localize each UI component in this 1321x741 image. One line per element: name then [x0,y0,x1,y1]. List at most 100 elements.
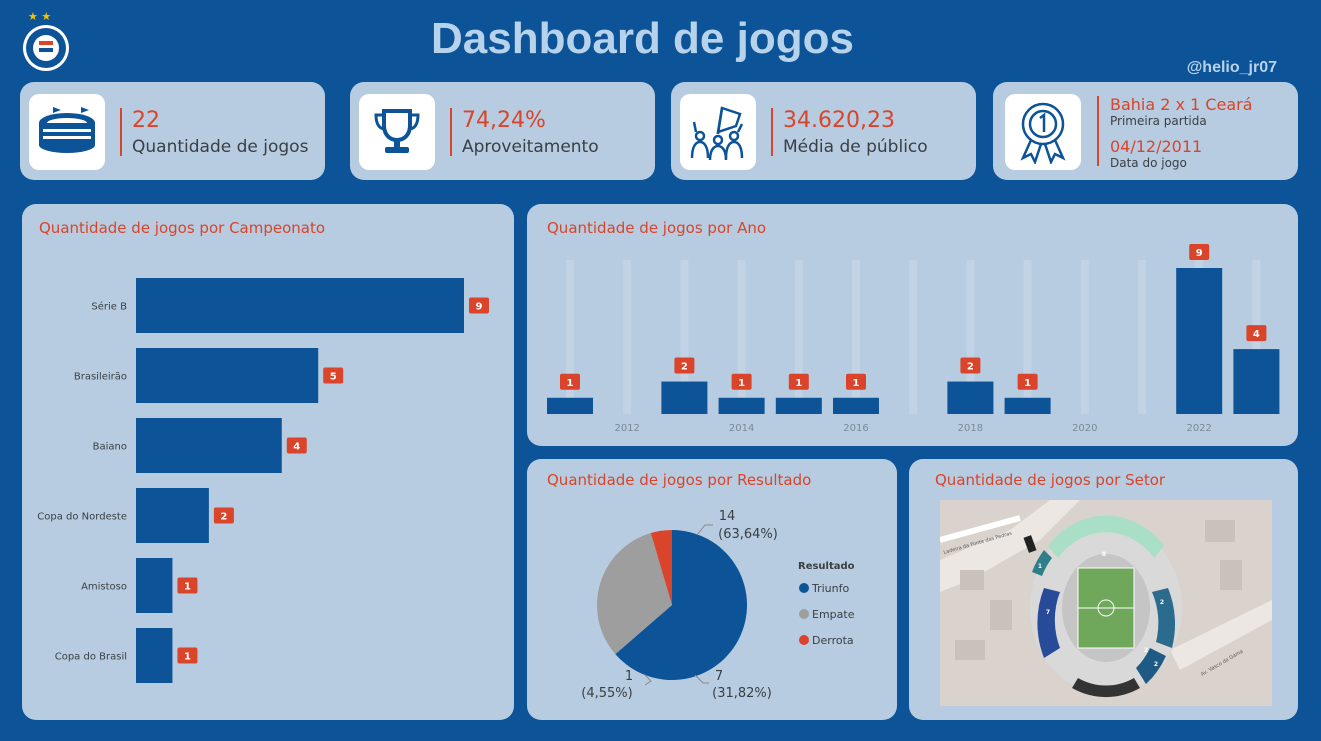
sector-value-label: 7 [1046,609,1050,616]
chart-title: Quantidade de jogos por Resultado [547,471,812,489]
legend-marker [799,583,809,593]
legend-title: Resultado [798,561,855,572]
bar [136,348,319,403]
data-label-bg [846,373,866,390]
bar [718,397,765,414]
kpi-separator [1097,96,1099,166]
crest-shield [23,25,69,71]
data-label: 1 [795,378,802,389]
panel-by-year: Quantidade de jogos por Ano 1 2 1 1 1 2 1 9 4 201… [527,204,1298,446]
sector-east [1152,588,1176,648]
slice-label: 7 [715,669,723,684]
legend-label: Empate [812,608,855,621]
panel-by-result: Quantidade de jogos por Resultado 14 (63,… [527,459,897,720]
data-label: 2 [220,512,227,523]
sector-value-label: 2 [1154,661,1158,668]
kpi-card-attendance: 34.620,23 Média de público [671,82,976,180]
data-label: 1 [184,582,191,593]
data-label-bg [960,357,981,374]
bar [547,397,593,414]
bar [833,397,879,414]
kpi-value: 74,24% [462,108,546,133]
leader-line [696,524,713,536]
x-tick-label: 2012 [614,423,639,434]
column-guide [794,260,803,414]
medal-icon [1005,94,1081,170]
sector-northwest [1032,550,1052,576]
column-guide [737,260,746,414]
slice-label: (4,55%) [581,686,632,701]
data-label: 1 [738,378,745,389]
column-guide [1080,260,1089,414]
first-match-label: Primeira partida [1110,114,1207,128]
kpi-card-performance: 74,24% Aproveitamento [350,82,655,180]
data-label-bg [213,507,234,524]
year-bar-chart: 1 2 1 1 1 2 1 9 4 2012 2014 2016 2018 2020 2022 [547,244,1280,434]
bar [1176,268,1223,414]
bar [1004,397,1051,414]
page-title: Dashboard de jogos [431,14,854,63]
legend-marker [799,609,809,619]
bar [947,381,994,414]
legend-label: Derrota [812,634,854,647]
first-match-date: 04/12/2011 [1110,137,1203,156]
sector-south [1072,678,1140,698]
category-label: Baiano [93,442,127,453]
pie-slice [597,533,672,655]
x-tick-label: 2014 [729,423,754,434]
bar [661,381,708,414]
bar [1233,349,1280,414]
data-label: 1 [853,378,860,389]
column-guide [852,260,860,414]
category-label: Copa do Nordeste [37,512,127,523]
team-crest-logo: ★ ★ [20,10,72,72]
x-tick-label: 2018 [958,423,983,434]
data-label: 9 [476,302,483,313]
kpi-separator [771,108,773,156]
stadium-icon [29,94,105,170]
x-tick-label: 2020 [1072,423,1097,434]
kpi-card-first-game: Bahia 2 x 1 Ceará Primeira partida 04/12… [993,82,1298,180]
kpi-card-games: 22 Quantidade de jogos [20,82,325,180]
sector-north [1048,515,1164,558]
data-label-bg [1246,325,1267,342]
pie-slice [615,530,747,680]
kpi-label: Quantidade de jogos [132,137,309,157]
bar [136,628,173,683]
stadium-sector-map: Ladeira da Fonte das Pedras Av. Vasco da… [940,500,1272,706]
column-guide [1023,260,1032,414]
sector-west [1037,588,1060,658]
championship-bar-chart: Série B 9 Brasileirão 5 Baiano 4 Copa do Norde… [37,278,489,683]
slice-label: (31,82%) [712,686,772,701]
category-label: Copa do Brasil [55,652,127,663]
kpi-separator [450,108,452,156]
data-label-bg [788,373,809,390]
sector-value-label: 2 [1160,599,1164,606]
sector-southeast [1136,648,1166,684]
data-label: 5 [330,372,337,383]
data-label-bg [469,297,489,314]
column-guide [566,260,574,414]
bar [136,418,282,473]
sector-value-label: 1 [1038,563,1042,570]
sector-value-label: 2 [1144,647,1148,654]
sector-value-label: 8 [1102,551,1106,558]
author-handle: @helio_jr07 [1186,59,1277,76]
first-match-date-label: Data do jogo [1110,156,1187,170]
bar [775,397,822,414]
data-label-bg [286,437,307,454]
x-tick-label: 2016 [843,423,868,434]
bar [136,278,464,333]
panel-by-championship: Quantidade de jogos por Campeonato Série… [22,204,514,720]
first-match-score: Bahia 2 x 1 Ceará [1110,95,1253,114]
category-label: Série B [91,301,127,313]
kpi-value: 22 [132,108,160,133]
column-guide [623,260,632,414]
data-label-bg [177,647,198,664]
data-label: 1 [567,378,574,389]
data-label: 4 [1253,329,1260,340]
result-pie-chart: 14 (63,64%) 7 (31,82%) 1 (4,55%) Resultado Triu… [581,509,855,701]
category-label: Brasileirão [74,372,127,383]
leader-line [694,674,709,684]
panel-by-sector: Quantidade de jogos por Setor Ladeira da… [909,459,1298,720]
